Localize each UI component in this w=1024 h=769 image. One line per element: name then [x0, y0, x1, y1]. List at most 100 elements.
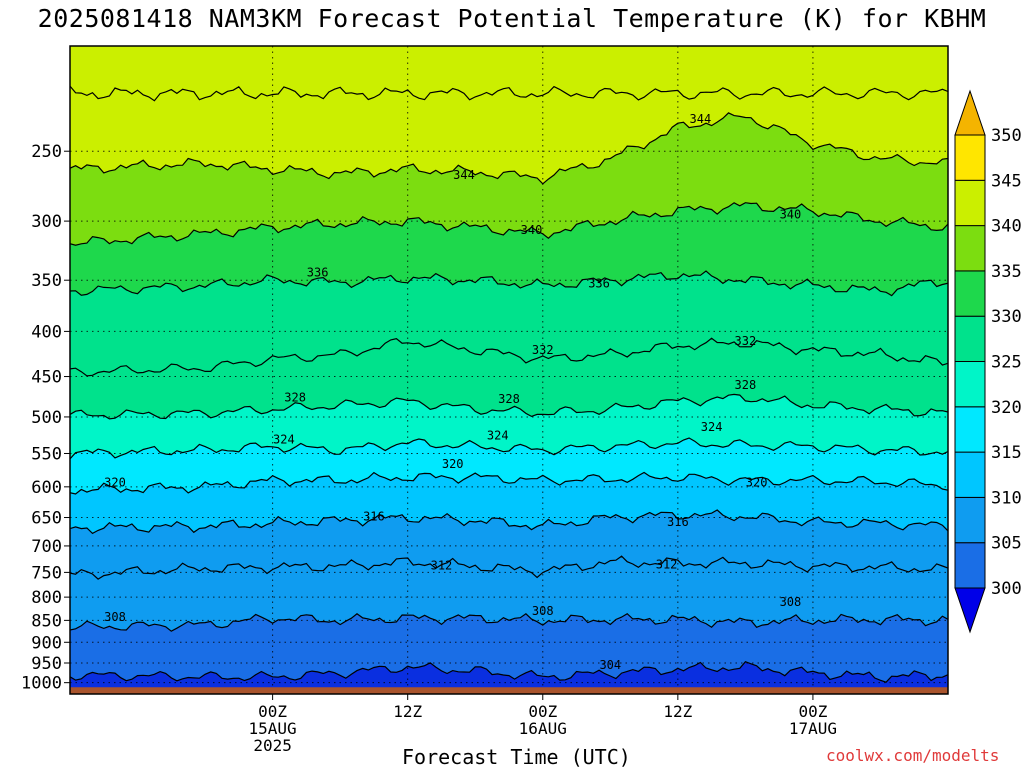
colorbar: 300 305 310 315 320 325 330 335 340 345 350 [954, 89, 1022, 634]
x-tick-label-0-2: 2025 [253, 736, 292, 755]
contour-label-316: 316 [363, 509, 385, 523]
band-below-304 [70, 661, 948, 694]
y-tick-label-550: 550 [31, 444, 62, 464]
contour-label-328: 328 [284, 390, 306, 404]
x-tick-label-48-1: 17AUG [789, 719, 837, 738]
contour-304 [70, 660, 948, 683]
x-tick-label-0-0: 00Z [258, 702, 287, 721]
contour-336 [70, 270, 948, 297]
contour-label-312: 312 [431, 559, 453, 573]
contour-label-308: 308 [532, 604, 554, 618]
contour-label-332: 332 [532, 343, 554, 357]
contour-316 [70, 509, 948, 535]
y-tick-label-350: 350 [31, 271, 62, 291]
site-credit: coolwx.com/modelts [826, 746, 1000, 765]
colorbar-label-345: 345 [991, 171, 1022, 191]
contour-label-336: 336 [588, 276, 610, 290]
contour-label-344: 344 [690, 112, 712, 126]
contour-label-320: 320 [746, 475, 768, 489]
contour-label-324: 324 [701, 420, 723, 434]
colorbar-label-350: 350 [991, 126, 1022, 146]
contour-label-308: 308 [104, 610, 126, 624]
colorbar-over-triangle [954, 89, 986, 136]
x-tick-label-0-1: 15AUG [249, 719, 297, 738]
x-tick-label-12-0: 12Z [393, 702, 422, 721]
y-tick-label-700: 700 [31, 537, 62, 557]
contour-labels: 308 312 312 308 308 304 316 316 320 320 320 324 324 3… [104, 112, 801, 672]
contour-label-308: 308 [780, 595, 802, 609]
colorbar-bin-320 [954, 361, 986, 408]
colorbar-label-310: 310 [991, 488, 1022, 508]
chart-title: 2025081418 NAM3KM Forecast Potential Tem… [37, 4, 987, 33]
colorbar-bin-315 [954, 406, 986, 453]
filled-bands [70, 46, 948, 694]
contour-340 [70, 202, 948, 246]
y-tick-label-750: 750 [31, 563, 62, 583]
grid-lines [70, 46, 948, 694]
contour-label-336: 336 [307, 265, 329, 279]
y-tick-label-800: 800 [31, 588, 62, 608]
colorbar-bin-335 [954, 225, 986, 272]
colorbar-label-320: 320 [991, 398, 1022, 418]
contour-label-320: 320 [442, 457, 464, 471]
y-tick-label-950: 950 [31, 654, 62, 674]
colorbar-label-340: 340 [991, 217, 1022, 237]
contour-label-324: 324 [487, 429, 509, 443]
colorbar-label-300: 300 [991, 579, 1022, 599]
contour-312 [70, 555, 948, 580]
contour-328 [70, 393, 948, 420]
contour-324 [70, 437, 948, 460]
contour-label-328: 328 [498, 392, 520, 406]
y-tick-label-300: 300 [31, 212, 62, 232]
colorbar-bin-325 [954, 315, 986, 363]
colorbar-bin-305 [954, 496, 986, 544]
contour-label-304: 304 [599, 658, 621, 672]
x-axis-label: Forecast Time (UTC) [402, 745, 631, 769]
y-tick-label-1000: 1000 [21, 674, 62, 694]
colorbar-bin-340 [954, 179, 986, 227]
y-tick-label-250: 250 [31, 142, 62, 162]
y-tick-label-900: 900 [31, 633, 62, 653]
x-tick-label-24-0: 00Z [528, 702, 557, 721]
y-axis: 2503003504004505005506006507007508008509… [21, 142, 70, 694]
colorbar-bin-345 [954, 134, 986, 181]
contour-label-316: 316 [667, 515, 689, 529]
x-tick-label-36-0: 12Z [663, 702, 692, 721]
terrain-block [70, 687, 948, 694]
colorbar-label-315: 315 [991, 443, 1022, 463]
y-tick-label-500: 500 [31, 408, 62, 428]
isentrope-contours [70, 85, 948, 683]
contour-332 [70, 337, 948, 377]
colorbar-bin-310 [954, 451, 986, 498]
y-tick-label-450: 450 [31, 368, 62, 388]
colorbar-bin-330 [954, 270, 986, 317]
contour-label-332: 332 [735, 334, 757, 348]
contour-label-324: 324 [273, 432, 295, 446]
colorbar-label-330: 330 [991, 307, 1022, 327]
colorbar-label-325: 325 [991, 353, 1022, 373]
contour-label-320: 320 [104, 475, 126, 489]
plot-frame [69, 45, 949, 695]
contour-label-340: 340 [521, 223, 543, 237]
contour-label-328: 328 [735, 378, 757, 392]
x-tick-label-24-1: 16AUG [519, 719, 567, 738]
y-tick-label-600: 600 [31, 478, 62, 498]
y-tick-label-650: 650 [31, 509, 62, 529]
contour-320 [70, 471, 948, 495]
contour-308 [70, 612, 948, 632]
terrain-layer [70, 687, 948, 694]
colorbar-label-305: 305 [991, 534, 1022, 554]
y-tick-label-850: 850 [31, 611, 62, 631]
contour-label-340: 340 [780, 208, 802, 222]
contour-348 [70, 85, 948, 102]
x-tick-label-48-0: 00Z [798, 702, 827, 721]
contour-344 [70, 112, 948, 185]
colorbar-bin-300 [954, 542, 986, 589]
contour-label-312: 312 [656, 558, 678, 572]
colorbar-label-335: 335 [991, 262, 1022, 282]
contour-label-344: 344 [453, 168, 475, 182]
colorbar-under-triangle [954, 587, 986, 634]
y-tick-label-400: 400 [31, 322, 62, 342]
